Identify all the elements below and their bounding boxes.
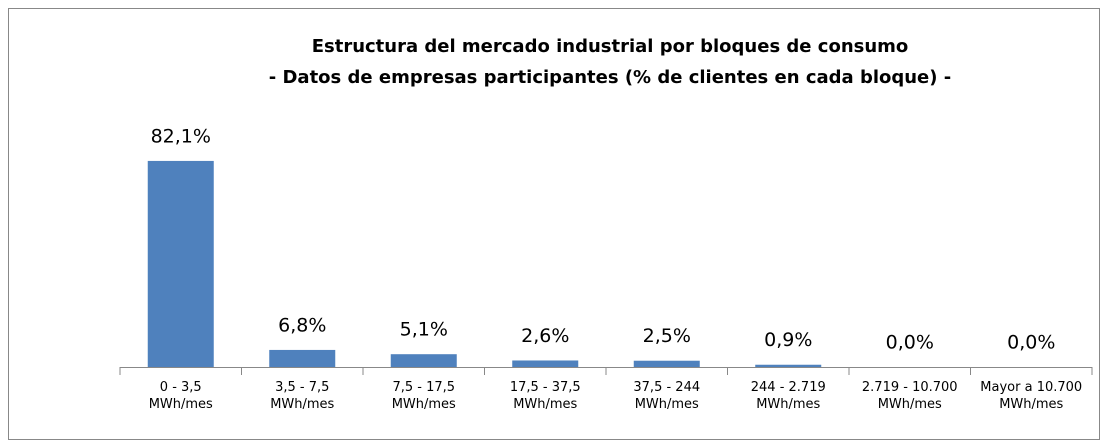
value-label: 2,6%: [521, 325, 569, 347]
bar: [755, 364, 822, 367]
x-tick-label: 17,5 - 37,5 MWh/mes: [509, 380, 581, 412]
x-tick-label: 3,5 - 7,5 MWh/mes: [270, 380, 335, 412]
x-tick-label: 37,5 - 244 MWh/mes: [633, 380, 701, 412]
x-tick-label: Mayor a 10.700 MWh/mes: [980, 380, 1083, 412]
bar: [390, 354, 457, 367]
bar: [147, 160, 214, 367]
value-label: 0,0%: [1007, 332, 1055, 354]
x-tick-label: 244 - 2.719 MWh/mes: [750, 380, 826, 412]
chart-title: Estructura del mercado industrial por bl…: [312, 36, 909, 57]
value-label: 2,5%: [643, 325, 691, 347]
bar: [633, 360, 700, 367]
value-label: 0,0%: [886, 332, 934, 354]
value-label: 82,1%: [151, 125, 211, 147]
value-label: 6,8%: [278, 314, 326, 336]
bar: [269, 349, 336, 367]
x-tick-label: 2.719 - 10.700 MWh/mes: [861, 380, 958, 412]
x-tick-label: 7,5 - 17,5 MWh/mes: [391, 380, 456, 412]
value-label: 0,9%: [764, 329, 812, 351]
chart-subtitle: - Datos de empresas participantes (% de …: [269, 67, 951, 88]
bar: [512, 360, 579, 367]
value-label: 5,1%: [400, 319, 448, 341]
x-tick-label: 0 - 3,5 MWh/mes: [148, 380, 213, 412]
